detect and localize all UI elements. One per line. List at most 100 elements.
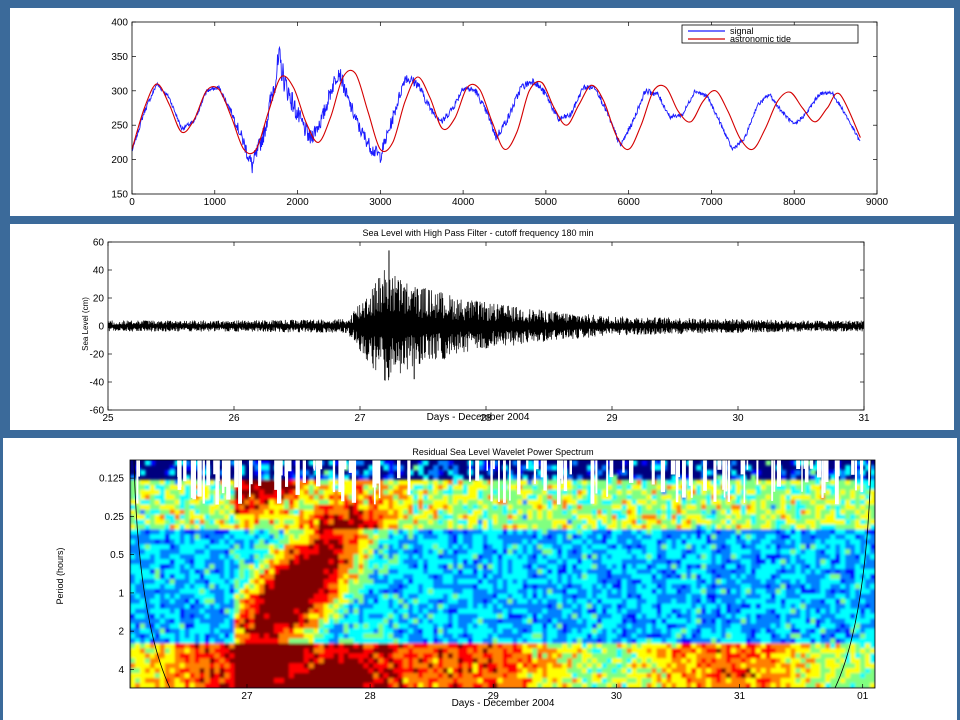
wavelet-cell	[219, 534, 225, 540]
wavelet-cell	[378, 504, 384, 511]
wavelet-cell	[845, 554, 851, 560]
wavelet-cell	[711, 524, 717, 530]
wavelet-cell	[686, 509, 692, 516]
wavelet-cell	[686, 603, 692, 610]
wavelet-cell	[666, 519, 672, 526]
wavelet-cell	[457, 524, 464, 530]
wavelet-cell	[601, 564, 608, 570]
wavelet-cell	[586, 524, 593, 530]
wavelet-cell	[293, 514, 300, 521]
wavelet-cell	[184, 603, 191, 610]
wavelet-cell	[711, 623, 717, 630]
wavelet-cell	[308, 574, 315, 580]
highpass-plot-area	[107, 250, 865, 381]
wavelet-cell	[785, 529, 792, 535]
wavelet-cell	[765, 593, 772, 600]
wavelet-cell	[358, 524, 365, 530]
wavelet-cell	[577, 598, 583, 605]
wavelet-cell	[616, 494, 623, 501]
wavelet-cell	[830, 549, 836, 555]
wavelet-cell	[447, 484, 454, 491]
wavelet-cell	[552, 574, 558, 580]
wavelet-cell	[711, 628, 717, 635]
wavelet-cell	[224, 519, 230, 526]
wavelet-cell	[805, 628, 812, 635]
wavelet-cell	[572, 504, 578, 511]
tide-y-tick-label: 200	[111, 155, 128, 166]
wavelet-cell	[591, 504, 598, 511]
wavelet-cell	[229, 549, 235, 555]
wavelet-cell	[621, 529, 628, 535]
wavelet-cell	[651, 529, 658, 535]
wavelet-cell	[735, 554, 742, 560]
wavelet-cell	[845, 579, 851, 585]
wavelet-cell	[656, 519, 663, 526]
wavelet-cell	[298, 514, 305, 521]
wavelet-cell	[318, 479, 325, 486]
wavelet-cell	[840, 494, 846, 501]
wavelet-cell	[159, 479, 166, 486]
wavelet-cell	[691, 564, 697, 570]
wavelet-cell	[333, 499, 340, 506]
wavelet-cell	[398, 613, 404, 620]
wavelet-cell	[423, 479, 429, 486]
wavelet-cell	[577, 509, 583, 516]
wavelet-cell	[363, 623, 369, 630]
wavelet-cell	[646, 479, 653, 486]
wavelet-cell	[805, 484, 812, 491]
wavelet-cell	[209, 574, 216, 580]
wavelet-cell	[264, 484, 270, 491]
wavelet-cell	[194, 514, 201, 521]
wavelet-cell	[234, 593, 240, 600]
wavelet-cell	[750, 494, 757, 501]
wavelet-cell	[279, 504, 285, 511]
wavelet-cell	[557, 564, 563, 570]
wavelet-cell	[149, 579, 156, 585]
wavelet-cell	[586, 574, 593, 580]
wavelet-cell	[338, 574, 345, 580]
wavelet-cell	[363, 574, 369, 580]
wavelet-cell	[716, 593, 722, 600]
wavelet-cell	[408, 489, 414, 496]
wavelet-cell	[184, 593, 191, 600]
wavelet-cell	[855, 623, 861, 630]
wavelet-cell	[735, 569, 742, 575]
wavelet-cell	[676, 539, 682, 545]
wavelet-cell	[403, 588, 409, 595]
wavelet-cell	[423, 603, 429, 610]
wavelet-cell	[865, 499, 871, 506]
wavelet-cell	[870, 588, 875, 595]
wavelet-cell	[343, 574, 350, 580]
wavelet-cell	[338, 623, 345, 630]
wavelet-cell	[437, 564, 444, 570]
wavelet-cell	[194, 559, 201, 565]
wavelet-cell	[845, 613, 851, 620]
wavelet-cell	[437, 598, 444, 605]
wavelet-cell	[244, 539, 250, 545]
wavelet-cell	[631, 544, 638, 550]
wavelet-cell	[249, 519, 255, 526]
wavelet-cell	[423, 460, 429, 466]
wavelet-cell	[855, 504, 861, 511]
wavelet-cell	[358, 569, 365, 575]
wavelet-cell	[636, 608, 643, 615]
wavelet-cell	[318, 598, 325, 605]
wavelet-cell	[467, 534, 474, 540]
wavelet-cell	[651, 569, 658, 575]
wavelet-cell	[795, 628, 802, 635]
wavelet-cell	[770, 504, 777, 511]
wavelet-cell	[467, 579, 474, 585]
wavelet-cell	[264, 623, 270, 630]
wavelet-cell	[691, 524, 697, 530]
wavelet-cell	[462, 529, 469, 535]
wavelet-cell	[502, 598, 509, 605]
wavelet-cell	[586, 564, 593, 570]
wavelet-cell	[691, 514, 697, 521]
wavelet-cell	[860, 564, 866, 570]
wavelet-cell	[835, 569, 841, 575]
wavelet-cell	[343, 618, 350, 625]
wavelet-cell	[174, 509, 181, 516]
wavelet-cell	[835, 564, 841, 570]
wavelet-cell	[378, 579, 384, 585]
wavelet-cell	[447, 554, 454, 560]
